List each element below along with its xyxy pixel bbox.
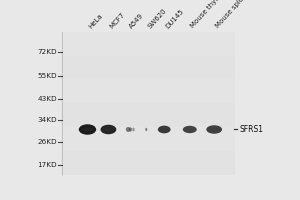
Bar <box>61 32 235 56</box>
Text: 26KD: 26KD <box>38 139 57 145</box>
Text: Mouse spleen: Mouse spleen <box>214 0 251 29</box>
Ellipse shape <box>183 126 197 133</box>
Text: A549: A549 <box>128 12 145 29</box>
Bar <box>61 103 235 127</box>
Ellipse shape <box>82 128 93 131</box>
Ellipse shape <box>160 128 168 131</box>
Ellipse shape <box>79 124 96 135</box>
Text: 43KD: 43KD <box>38 96 57 102</box>
Text: 17KD: 17KD <box>38 162 57 168</box>
Text: 55KD: 55KD <box>38 73 57 79</box>
Text: 72KD: 72KD <box>38 49 57 55</box>
Bar <box>61 127 235 151</box>
Bar <box>61 32 235 175</box>
Text: DU145: DU145 <box>164 8 184 29</box>
Text: SFRS1: SFRS1 <box>240 125 264 134</box>
Ellipse shape <box>129 127 132 132</box>
Ellipse shape <box>132 128 135 131</box>
Ellipse shape <box>145 128 148 131</box>
Ellipse shape <box>100 125 116 134</box>
Bar <box>61 56 235 79</box>
Ellipse shape <box>158 126 171 133</box>
Text: HeLa: HeLa <box>88 12 104 29</box>
Ellipse shape <box>126 127 130 132</box>
Ellipse shape <box>209 128 219 131</box>
Ellipse shape <box>104 128 113 131</box>
Ellipse shape <box>186 128 194 131</box>
Text: Mouse thymus: Mouse thymus <box>190 0 229 29</box>
Bar <box>61 151 235 175</box>
Bar <box>61 79 235 103</box>
Text: 34KD: 34KD <box>38 117 57 123</box>
Ellipse shape <box>206 125 222 134</box>
Text: SW620: SW620 <box>146 7 167 29</box>
Text: MCF7: MCF7 <box>108 11 126 29</box>
